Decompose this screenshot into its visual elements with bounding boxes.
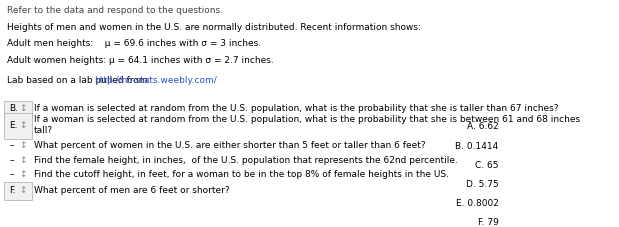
Text: ↕: ↕ xyxy=(19,186,27,195)
Text: Find the cutoff height, in feet, for a woman to be in the top 8% of female heigh: Find the cutoff height, in feet, for a w… xyxy=(33,170,449,180)
Text: ↕: ↕ xyxy=(19,170,27,180)
Text: If a woman is selected at random from the U.S. population, what is the probabili: If a woman is selected at random from th… xyxy=(33,115,580,136)
Text: F.: F. xyxy=(9,186,15,195)
FancyBboxPatch shape xyxy=(4,183,32,200)
Text: What percent of women in the U.S. are either shorter than 5 feet or taller than : What percent of women in the U.S. are ei… xyxy=(33,141,425,150)
Text: Adult women heights: μ = 64.1 inches with σ = 2.7 inches.: Adult women heights: μ = 64.1 inches wit… xyxy=(7,56,274,65)
Text: D. 5.75: D. 5.75 xyxy=(466,180,498,189)
Text: If a woman is selected at random from the U.S. population, what is the probabili: If a woman is selected at random from th… xyxy=(33,104,558,113)
Text: C. 65: C. 65 xyxy=(475,161,498,170)
Text: ↕: ↕ xyxy=(19,104,27,113)
Text: A. 6.62: A. 6.62 xyxy=(467,122,498,131)
Text: Refer to the data and respond to the questions.: Refer to the data and respond to the que… xyxy=(7,6,223,15)
Text: Adult men heights:    μ = 69.6 inches with σ = 3 inches.: Adult men heights: μ = 69.6 inches with … xyxy=(7,39,261,48)
Text: http://nc-stats.weebly.com/: http://nc-stats.weebly.com/ xyxy=(94,76,217,85)
Text: B. 0.1414: B. 0.1414 xyxy=(456,141,498,151)
Text: ↕: ↕ xyxy=(19,156,27,165)
Text: E. 0.8002: E. 0.8002 xyxy=(456,199,498,208)
Text: Find the female height, in inches,  of the U.S. population that represents the 6: Find the female height, in inches, of th… xyxy=(33,156,457,165)
Text: What percent of men are 6 feet or shorter?: What percent of men are 6 feet or shorte… xyxy=(33,186,229,195)
Text: Lab based on a lab pulled from:: Lab based on a lab pulled from: xyxy=(7,76,153,85)
FancyBboxPatch shape xyxy=(4,101,32,118)
Text: –: – xyxy=(9,141,14,150)
Text: E.: E. xyxy=(9,121,18,130)
Text: –: – xyxy=(9,156,14,165)
FancyBboxPatch shape xyxy=(4,113,32,139)
Text: B.: B. xyxy=(9,104,18,113)
Text: ↕: ↕ xyxy=(19,141,27,150)
Text: Heights of men and women in the U.S. are normally distributed. Recent informatio: Heights of men and women in the U.S. are… xyxy=(7,23,420,32)
Text: –: – xyxy=(9,170,14,180)
Text: F. 79: F. 79 xyxy=(478,218,498,227)
Text: ↕: ↕ xyxy=(19,121,27,130)
